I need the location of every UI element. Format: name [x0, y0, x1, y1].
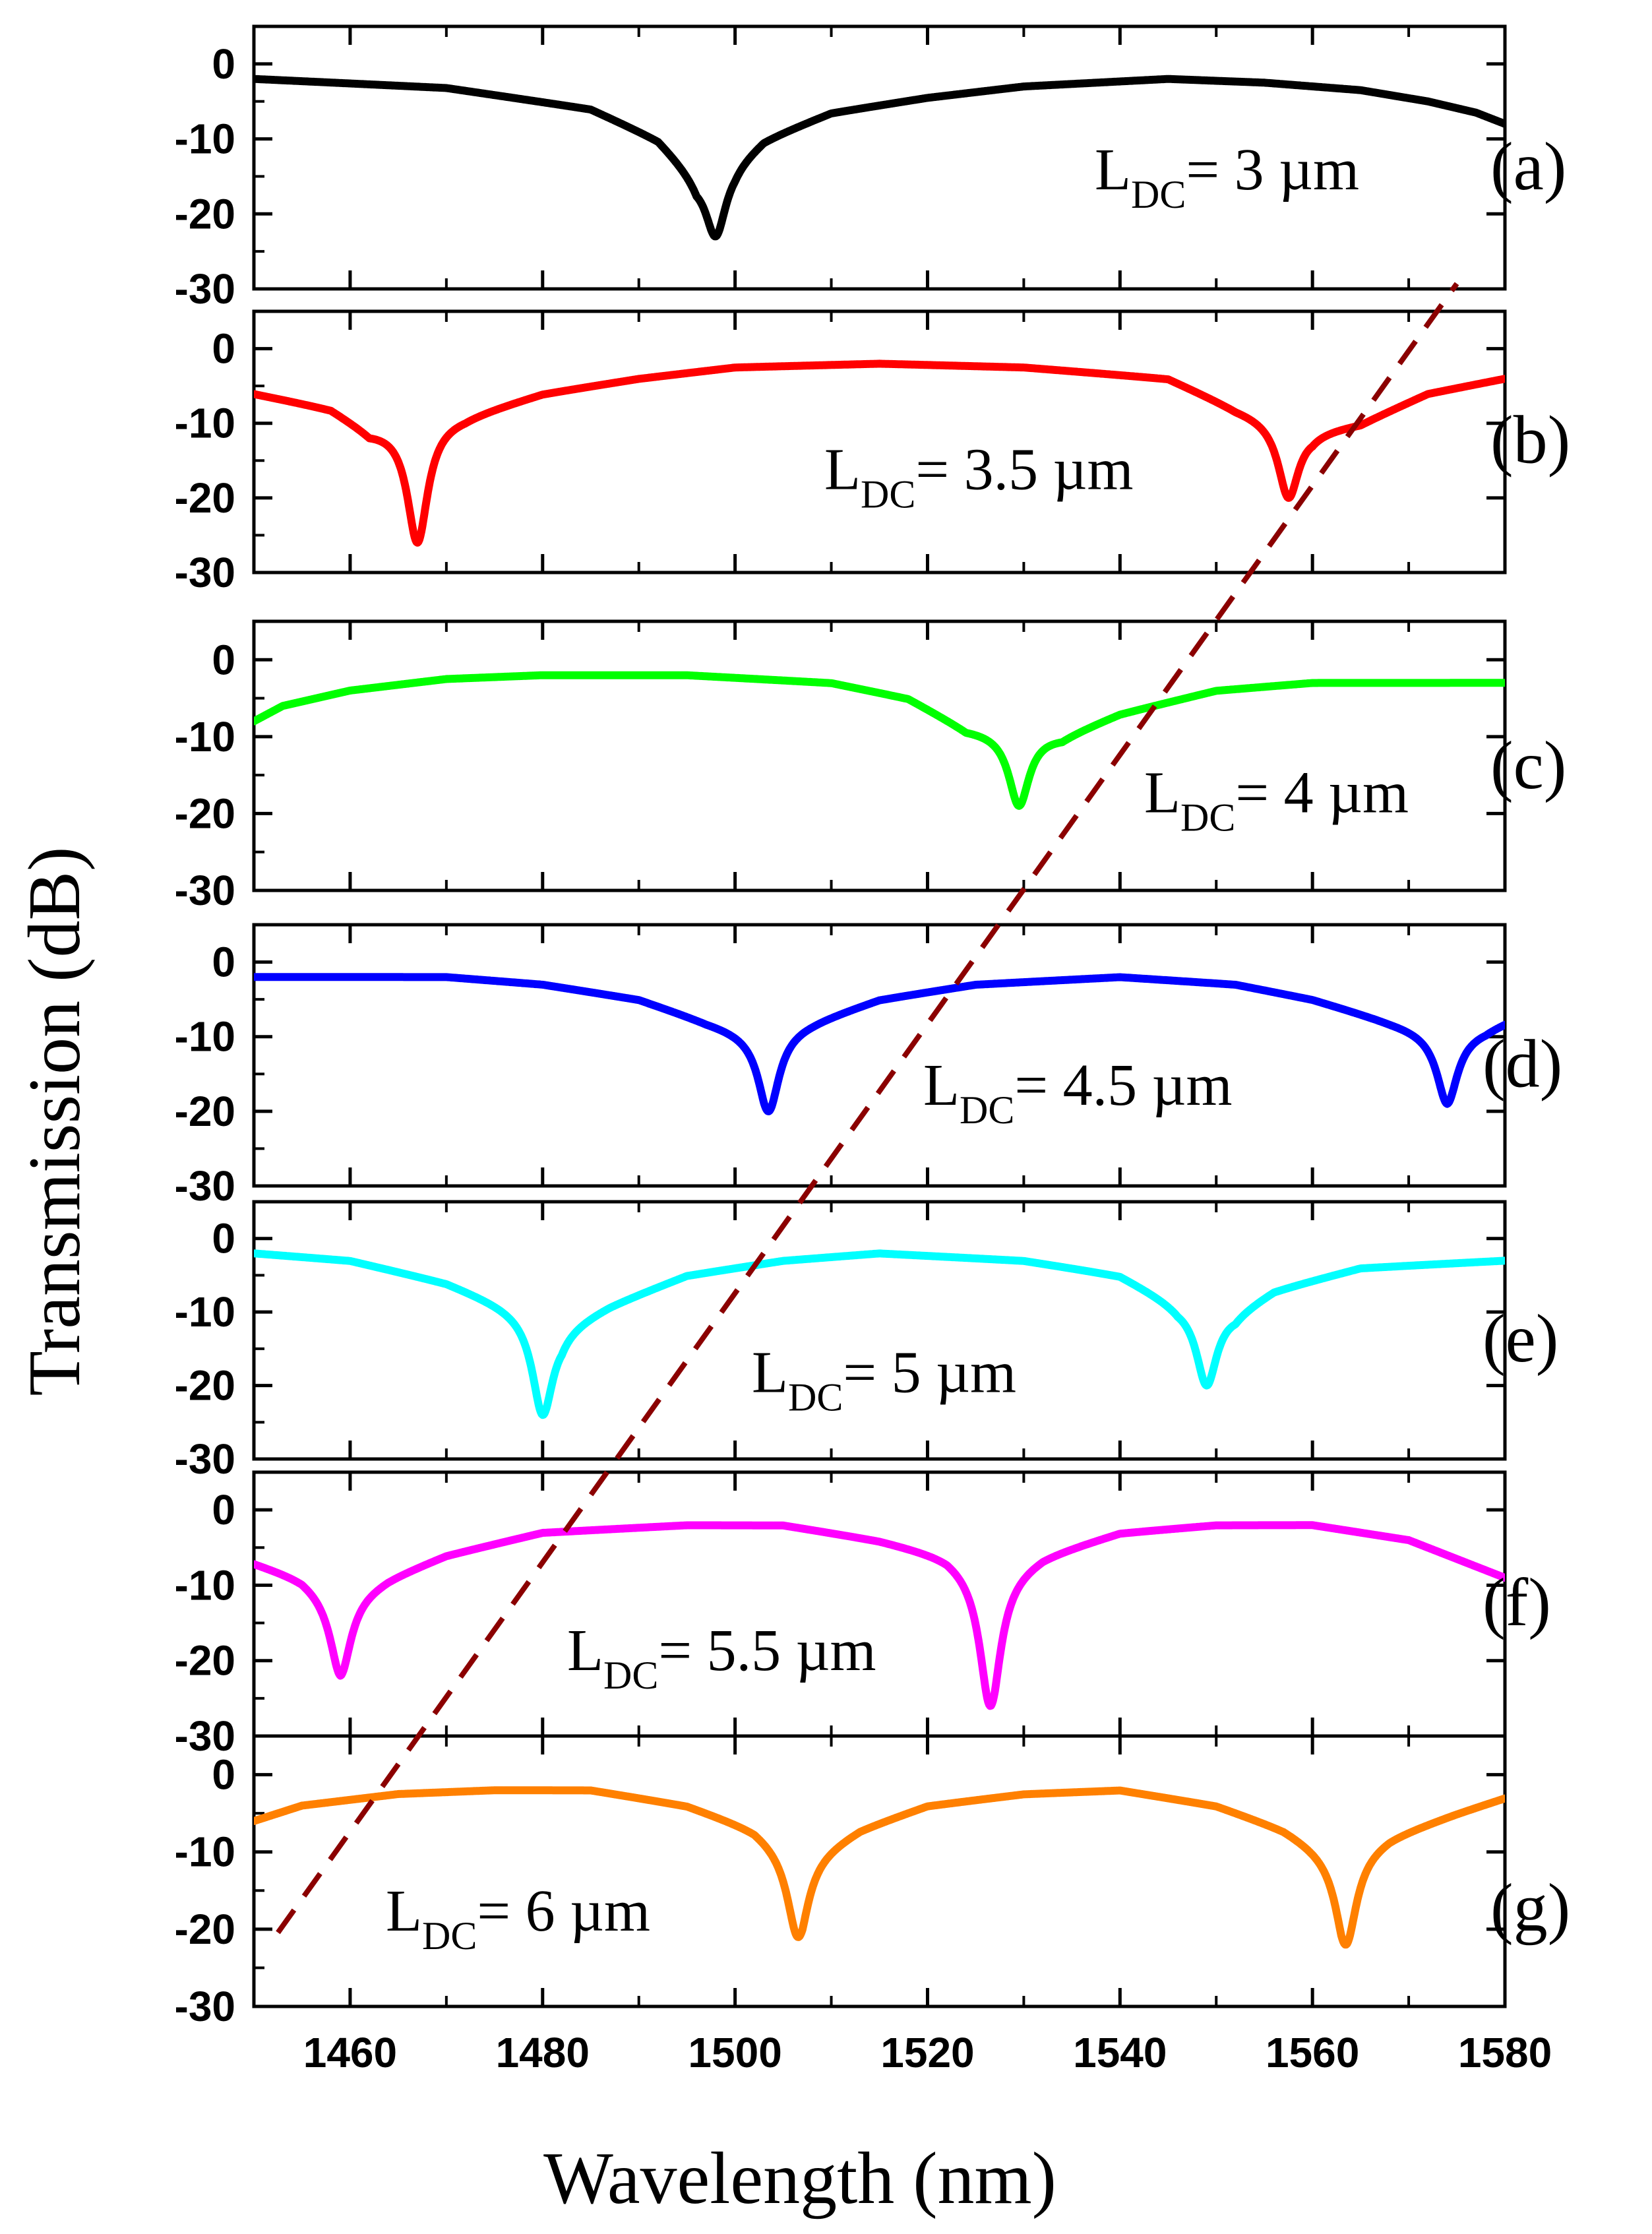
x-tick-label: 1560 [1266, 2029, 1359, 2076]
y-tick-label: -20 [175, 1637, 236, 1685]
panel-label: (e) [1483, 1301, 1558, 1377]
y-tick-label: -30 [175, 1435, 236, 1483]
x-tick-label: 1460 [303, 2029, 397, 2076]
panel-f: 0 -10 -20 -30 LDC= 5.5 µm (f) [175, 1470, 1551, 1760]
panel-e: 0 -10 -20 -30 LDC= 5 µm (e) [175, 1200, 1558, 1483]
plot-frame [252, 619, 1507, 892]
panel-a: 0 -10 -20 -30 LDC= 3 µm (a) [175, 24, 1566, 313]
y-tick-label: 0 [212, 1486, 235, 1534]
y-tick-label: -30 [175, 1983, 236, 2030]
y-tick-label: -20 [175, 190, 236, 237]
trend-layer [276, 282, 1459, 1935]
plot-frame [252, 309, 1507, 574]
x-tick-label: 1520 [880, 2029, 974, 2076]
y-tick-label: 0 [212, 636, 235, 683]
y-tick-label: -30 [175, 549, 236, 596]
plot-frame [252, 1734, 1507, 2008]
plot-frame [252, 24, 1507, 291]
panel-label: (d) [1483, 1026, 1562, 1102]
y-tick-label: -20 [175, 1088, 236, 1135]
panel-annotation: LDC= 3.5 µm [824, 437, 1133, 516]
panel-label: (a) [1490, 129, 1566, 204]
y-tick-label: -30 [175, 867, 236, 914]
series-line [254, 1521, 1505, 1710]
y-tick-label: -30 [175, 1162, 236, 1210]
y-tick-label: -10 [175, 713, 236, 760]
trend-line [276, 282, 1459, 1935]
y-tick-label: -30 [175, 265, 236, 313]
axis-layer: Wavelength (nm) Transmission (dB) 1460 14… [14, 847, 1552, 2219]
series-line [254, 671, 1505, 810]
x-tick-label: 1480 [496, 2029, 590, 2076]
y-tick-label: -10 [175, 1288, 236, 1336]
panel-label: (b) [1490, 402, 1570, 478]
panel-annotation: LDC= 4.5 µm [923, 1053, 1232, 1132]
panel-annotation: LDC= 5 µm [752, 1340, 1016, 1419]
y-tick-label: -10 [175, 400, 236, 447]
panels-layer: 0 -10 -20 -30 LDC= 3 µm (a) 0 -10 -20 -30 LDC= 3.5… [175, 24, 1570, 2030]
panel-annotation: LDC= 6 µm [386, 1878, 650, 1958]
panel-label: (g) [1490, 1870, 1570, 1946]
panel-annotation: LDC= 3 µm [1095, 137, 1359, 216]
y-tick-label: 0 [212, 939, 235, 986]
y-tick-label: -30 [175, 1712, 236, 1760]
plot-frame [252, 1470, 1507, 1738]
y-axis-title: Transmission (dB) [14, 847, 96, 1396]
y-tick-label: 0 [212, 1215, 235, 1262]
y-tick-label: -20 [175, 790, 236, 837]
panel-b: 0 -10 -20 -30 LDC= 3.5 µm (b) [175, 309, 1570, 596]
y-tick-label: 0 [212, 325, 235, 373]
x-tick-label: 1580 [1458, 2029, 1552, 2076]
x-tick-label: 1540 [1073, 2029, 1167, 2076]
series-line [254, 1786, 1505, 1949]
plot-frame [252, 923, 1507, 1188]
series-line [254, 973, 1505, 1115]
panel-annotation: LDC= 5.5 µm [567, 1618, 876, 1697]
y-tick-label: 0 [212, 40, 235, 88]
panel-g: 0 -10 -20 -30 LDC= 6 µm (g) [175, 1734, 1570, 2030]
plot-frame [252, 1200, 1507, 1461]
series-line [254, 1249, 1505, 1419]
panel-c: 0 -10 -20 -30 LDC= 4 µm (c) [175, 619, 1566, 914]
y-tick-label: -20 [175, 474, 236, 522]
series-line [254, 75, 1505, 241]
y-tick-label: -10 [175, 1013, 236, 1061]
panel-annotation: LDC= 4 µm [1144, 760, 1409, 840]
panel-label: (c) [1490, 728, 1566, 803]
panel-d: 0 -10 -20 -30 LDC= 4.5 µm (d) [175, 923, 1562, 1210]
x-tick-label: 1500 [688, 2029, 781, 2076]
panel-label: (f) [1483, 1565, 1551, 1640]
y-tick-label: -20 [175, 1906, 236, 1953]
series-line [254, 359, 1505, 547]
x-axis-title: Wavelength (nm) [543, 2138, 1056, 2219]
y-tick-label: -20 [175, 1362, 236, 1410]
y-tick-label: -10 [175, 1561, 236, 1609]
y-tick-label: -10 [175, 1828, 236, 1876]
y-tick-label: 0 [212, 1751, 235, 1799]
y-tick-label: -10 [175, 115, 236, 163]
